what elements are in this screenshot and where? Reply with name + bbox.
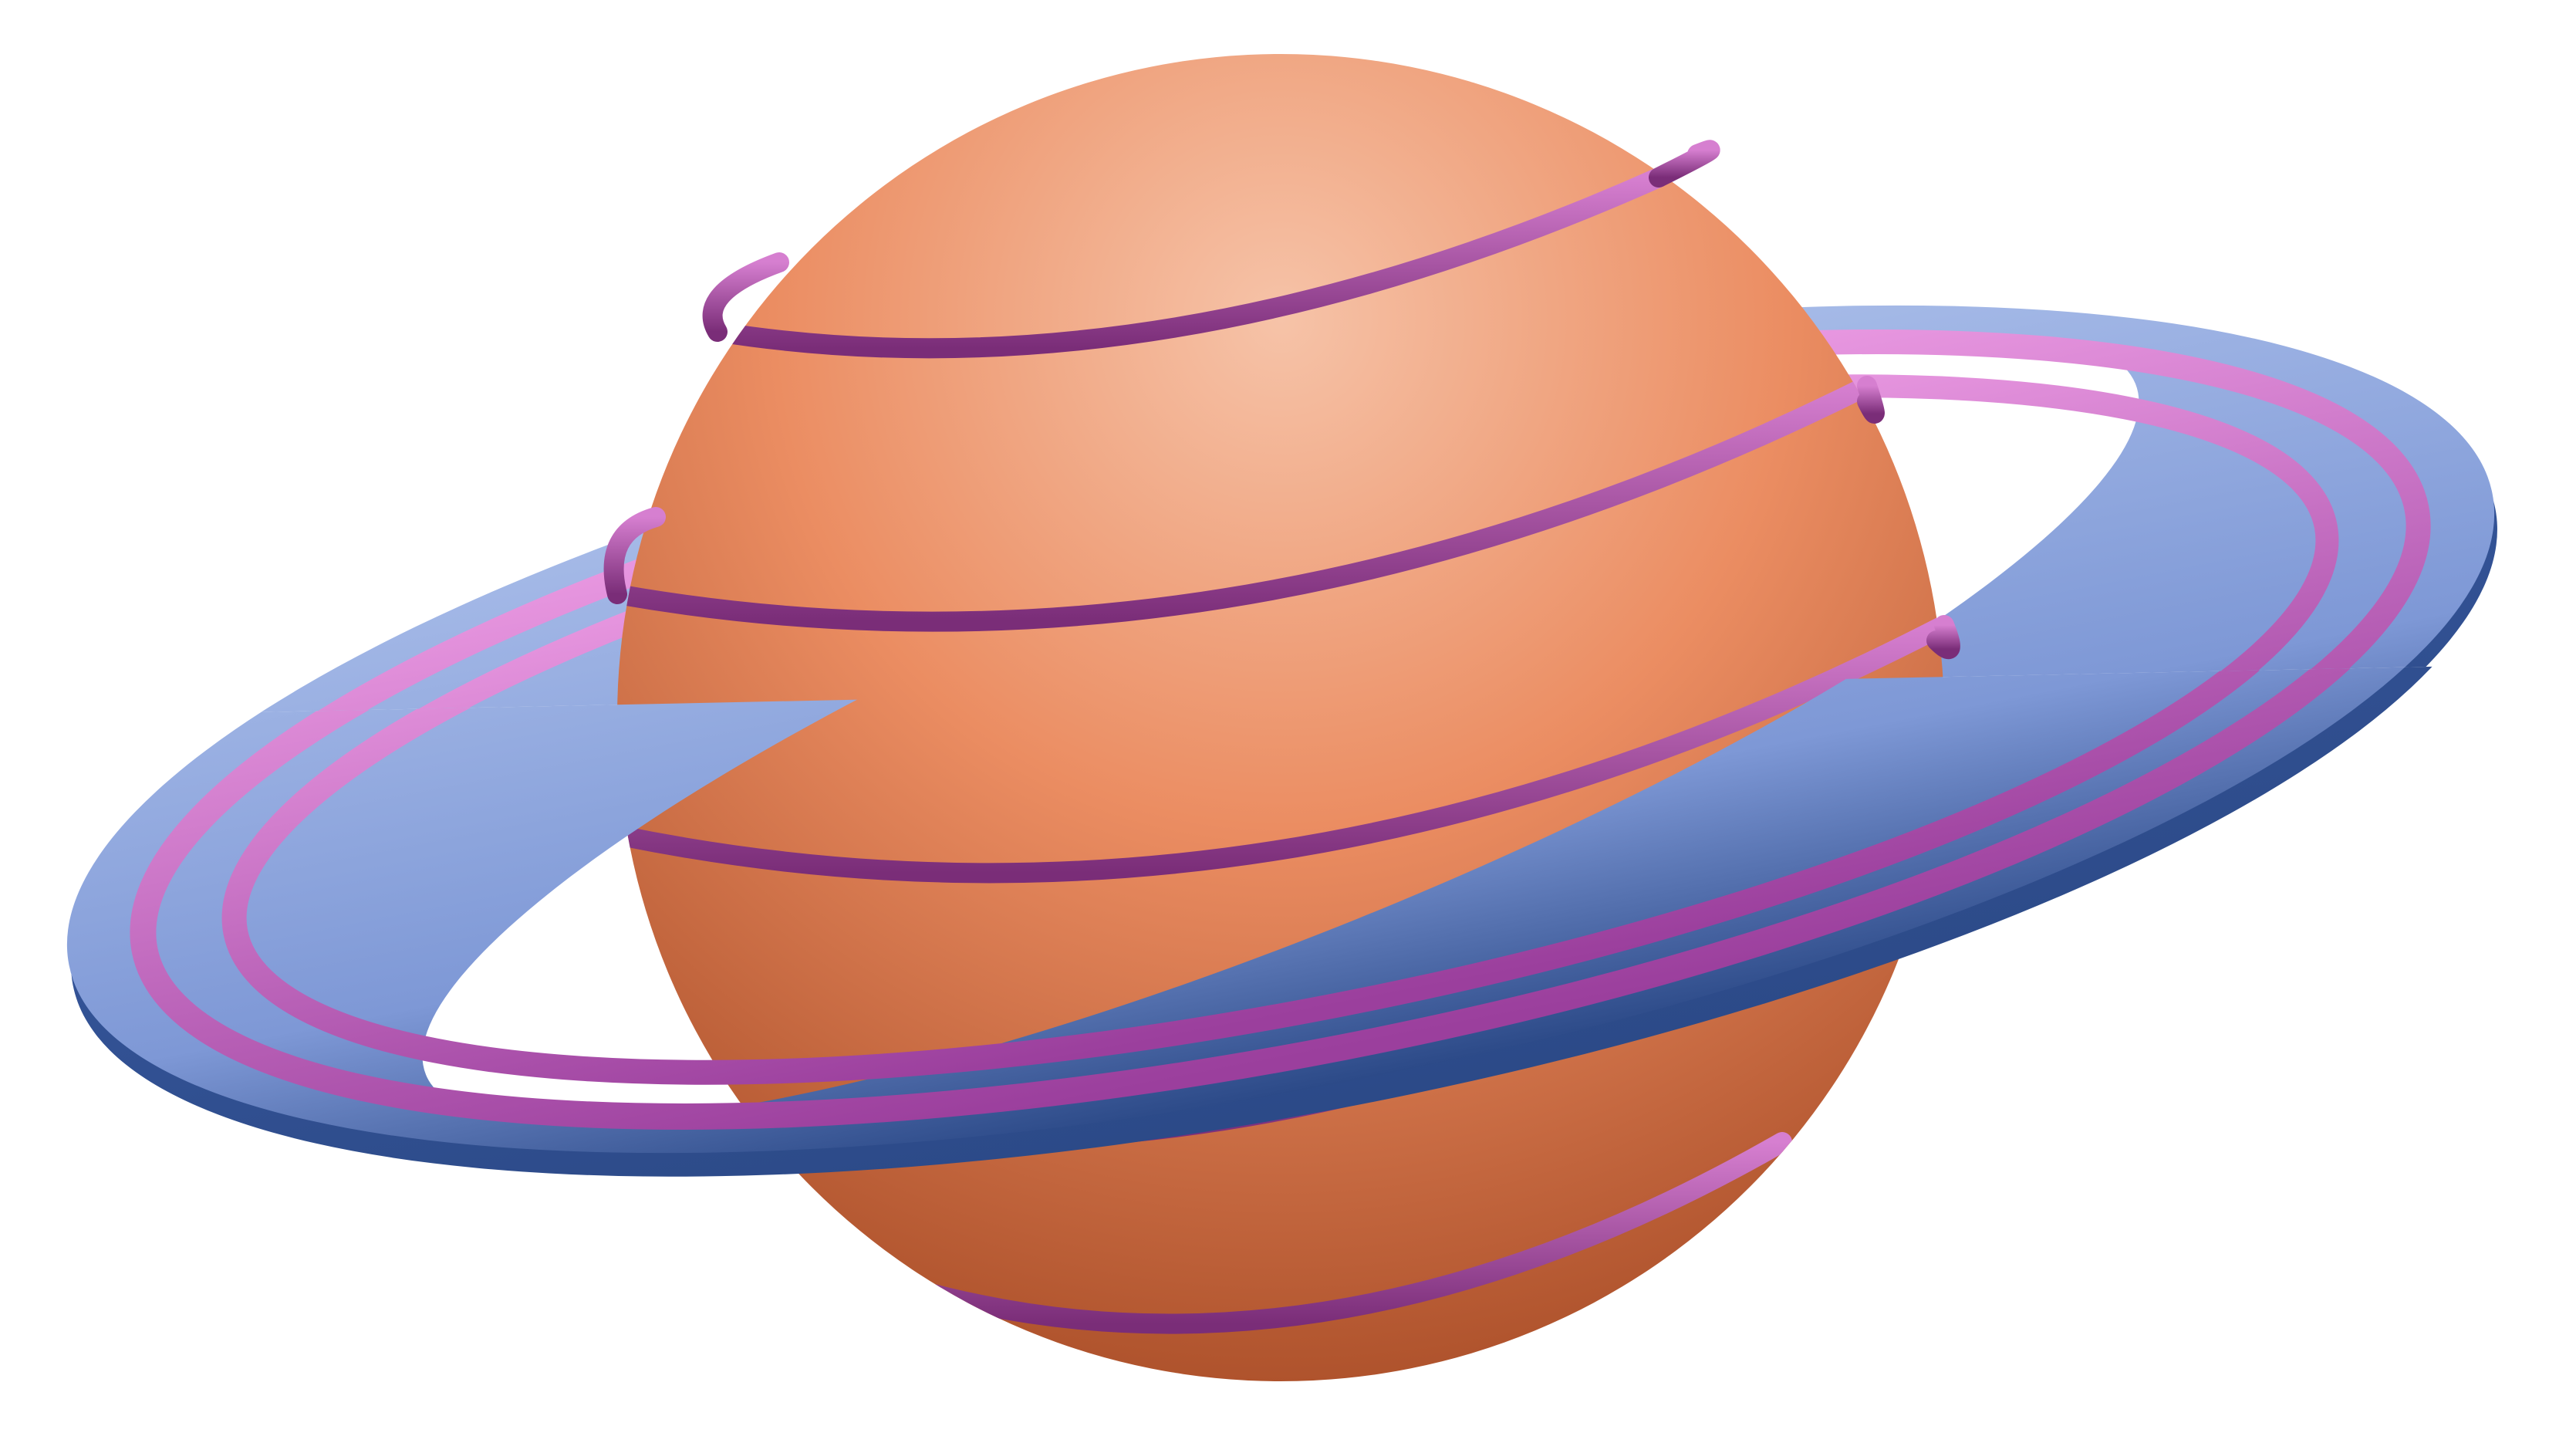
ring-front: [66, 664, 2499, 1177]
